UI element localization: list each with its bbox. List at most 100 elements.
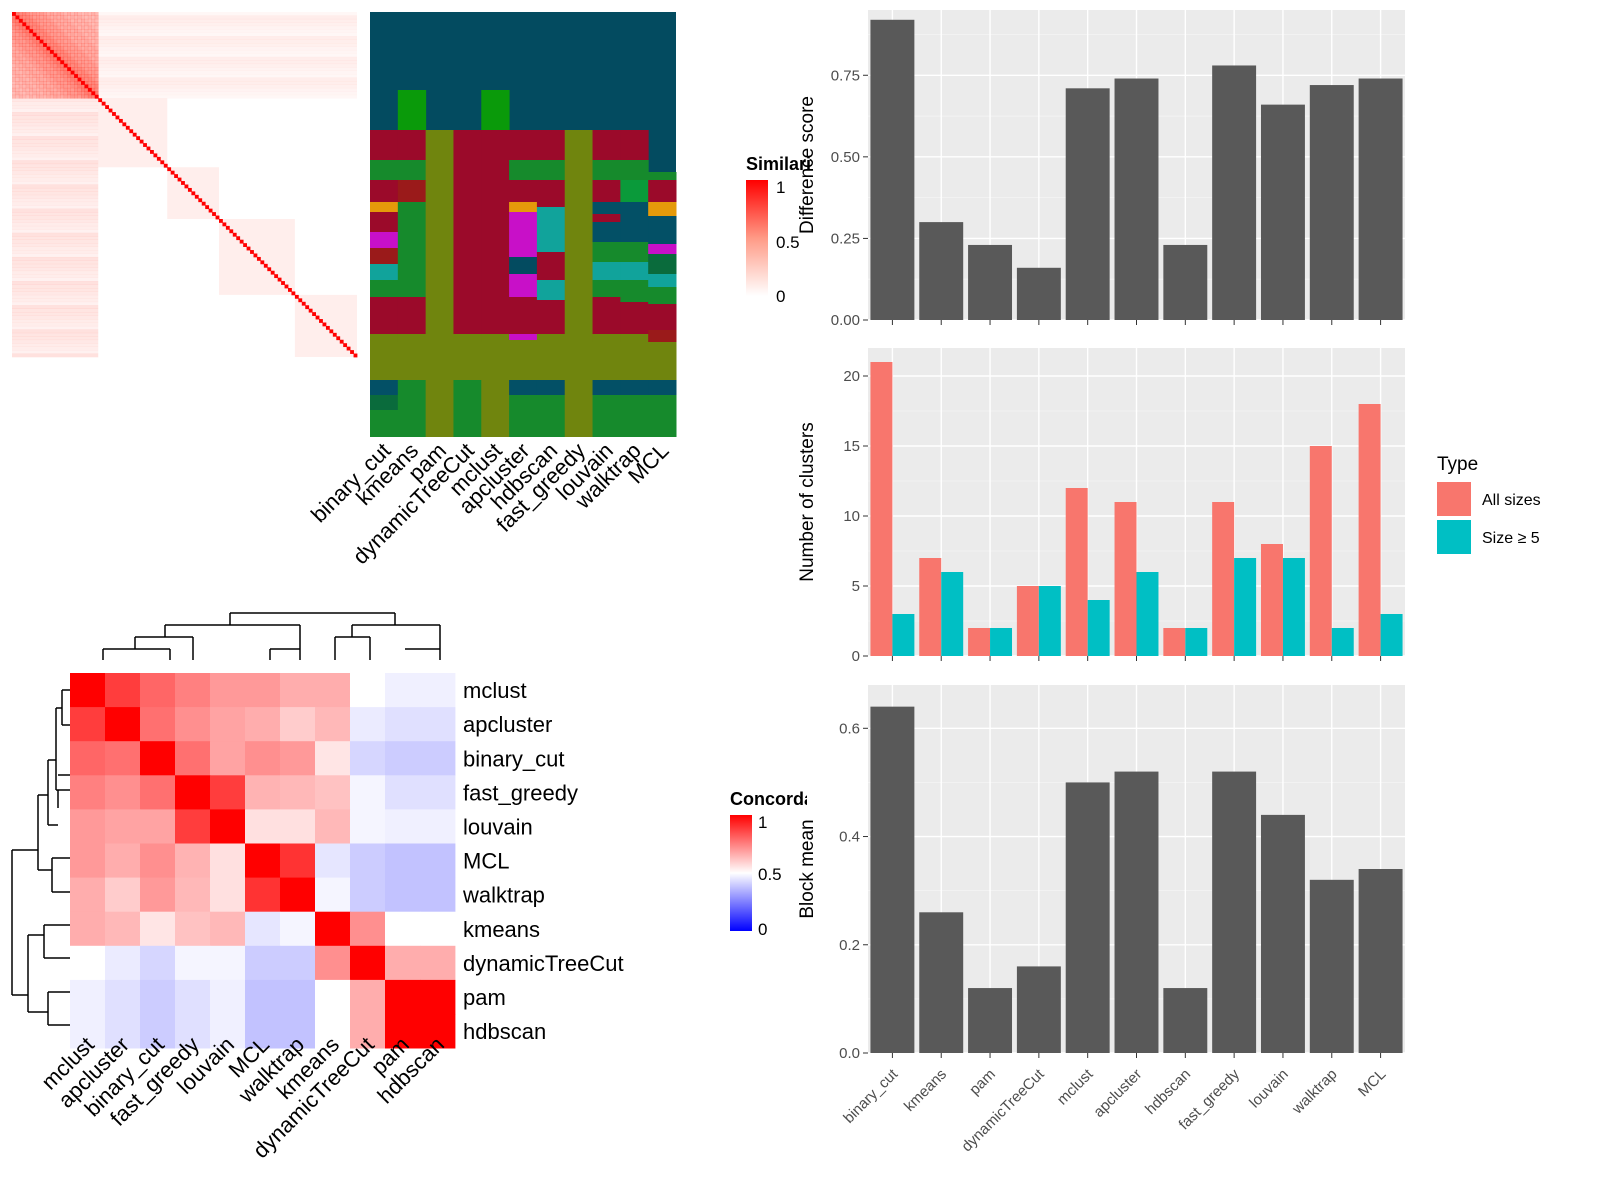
concordance-cell [70,1014,106,1049]
similarity-cell [84,74,89,78]
concordance-cell [140,1014,176,1049]
difference-score-bar-chart: 0.00 0.25 0.50 0.75 Difference score [797,10,1405,329]
similarity-cell [81,46,85,51]
similarity-cell [12,350,99,354]
cluster-cell-pam [425,130,454,437]
similarity-cell [12,315,99,320]
similarity-cell [46,43,51,47]
concordance-cell [315,1014,351,1049]
similarity-cell [87,67,92,71]
similarity-cell [74,12,78,16]
similarity-cell [36,43,40,47]
legend-label-size-ge5: Size ≥ 5 [1482,530,1540,547]
similarity-cell [81,39,85,44]
similarity-diagonal-cell [108,108,113,113]
similarity-cell [22,46,27,51]
similarity-legend-bar [746,180,768,296]
similarity-cell [67,94,71,99]
cluster-cell-mclust [481,130,510,334]
concordance-cell [385,911,421,947]
similarity-diagonal-cell [49,49,54,54]
similarity-cell [12,284,99,289]
concordance-cell [315,877,351,913]
concordance-cell [245,911,281,947]
similarity-cell [22,91,27,96]
cluster-cell-dynamicTreeCut [453,380,482,437]
similarity-cell [25,39,30,44]
similarity-cell [98,22,357,27]
similarity-cell [84,43,89,47]
similarity-cell [29,15,33,20]
cluster-cell-hdbscan [536,395,566,437]
similarity-cell [67,12,71,16]
similarity-cell [18,56,23,61]
concordance-cell [280,911,316,947]
similarity-cell [74,46,78,51]
concordance-cell [105,707,141,742]
similarity-diagonal-cell [329,329,334,334]
similarity-cell [77,12,82,16]
similarity-cell [63,25,68,30]
similarity-cell [98,74,357,78]
similarity-cell [18,60,23,65]
cluster-cell-hdbscan [536,160,566,180]
similarity-cell [49,56,54,61]
similarity-cell [32,84,37,89]
similarity-cell [25,22,30,27]
concordance-cell [175,1014,211,1049]
similarity-diagonal-cell [201,201,206,206]
y-tick-label: 5 [852,578,860,595]
similarity-cell [56,18,61,23]
similarity-diagonal-cell [174,174,178,178]
cluster-cell-apcluster [509,274,538,297]
similarity-cell [81,91,85,96]
cluster-cell-louvain [592,160,621,180]
similarity-cell [94,84,99,89]
similarity-cell [53,49,58,54]
similarity-cell [94,70,99,75]
similarity-cell [18,63,23,68]
similarity-cell [18,22,23,27]
cluster-cell-hdbscan [536,380,566,395]
similarity-cell [12,170,99,175]
similarity-cell [46,81,51,85]
similarity-cell [70,22,75,27]
similarity-cell [60,53,65,58]
similarity-cell [77,60,82,65]
similarity-cell [15,56,20,61]
concordance-cell [315,911,351,947]
cluster-cell-hdbscan [536,280,566,300]
cluster-cell-MCL [648,274,677,287]
similarity-cell [91,32,96,37]
similarity-cell [46,49,51,54]
similarity-cell [91,84,96,89]
similarity-cell [15,74,20,78]
similarity-legend-tick-0: 0 [776,287,785,306]
similarity-cell [32,94,37,99]
similarity-cell [91,56,96,61]
similarity-cell [25,46,30,51]
cluster-cell-binary_cut [370,264,399,280]
similarity-cell [56,91,61,96]
similarity-cell [87,81,92,85]
concordance-cell [105,809,141,844]
similarity-cell [67,63,71,68]
similarity-cell [36,60,40,65]
cluster-cell-dynamicTreeCut [453,130,482,334]
similarity-cell [29,91,33,96]
bar-dynamicTreeCut [1016,267,1061,320]
similarity-diagonal-cell [325,325,330,330]
similarity-cell [98,12,357,16]
similarity-cell [12,146,99,151]
bar-hdbscan [1163,244,1208,320]
similarity-cell [49,91,54,96]
similarity-cell [12,215,99,220]
concordance-row-label-mclust: mclust [463,678,527,703]
cluster-cell-mclust [481,90,510,130]
similarity-diagonal-cell [236,236,241,241]
similarity-cell [84,81,89,85]
concordance-cell [280,979,316,1015]
similarity-cell [53,60,58,65]
similarity-cell [36,67,40,71]
